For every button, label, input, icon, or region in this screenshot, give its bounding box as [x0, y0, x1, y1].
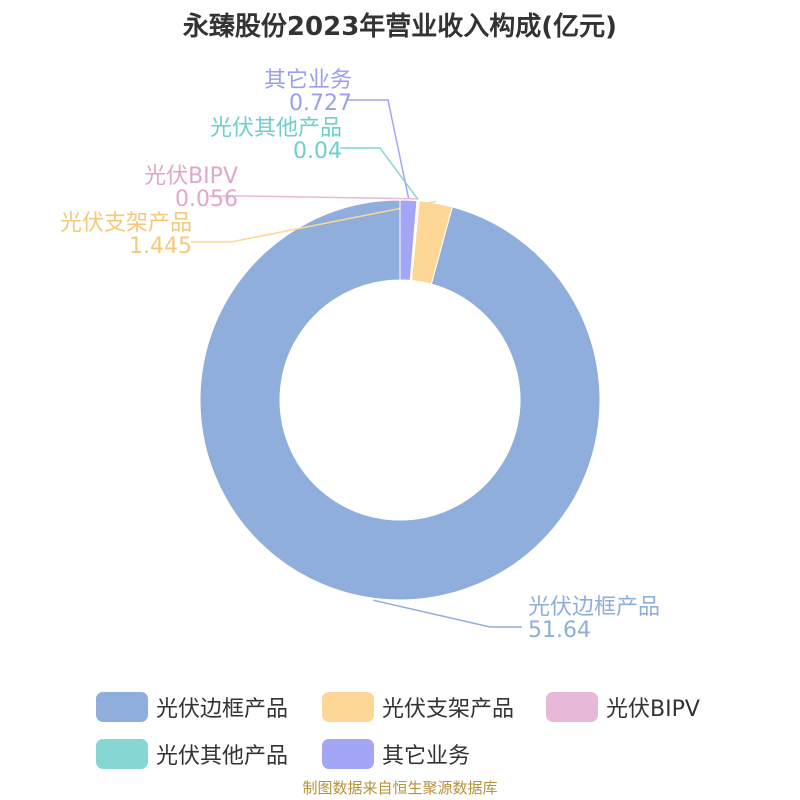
legend-swatch [322, 739, 374, 769]
legend-label: 其它业务 [382, 744, 471, 769]
slice-label-光伏BIPV: 光伏BIPV [144, 164, 238, 189]
legend-label: 光伏支架产品 [382, 697, 515, 722]
legend-item-光伏边框产品[interactable]: 光伏边框产品 [96, 690, 288, 724]
slice-value-其它业务: 0.727 [289, 91, 352, 116]
slice-其它业务 [399, 199, 418, 281]
legend-label: 光伏边框产品 [156, 697, 289, 722]
source-note: 制图数据来自恒生聚源数据库 [302, 779, 498, 797]
slice-光伏边框产品 [199, 199, 601, 601]
leader-line-光伏边框产品 [373, 599, 522, 628]
legend-item-光伏支架产品[interactable]: 光伏支架产品 [322, 690, 514, 724]
leader-line-光伏支架产品 [191, 200, 437, 243]
leader-line-光伏其他产品 [340, 147, 419, 200]
legend-swatch [96, 739, 148, 769]
slice-value-光伏其他产品: 0.04 [293, 139, 342, 164]
legend-label: 光伏BIPV [606, 697, 700, 722]
legend-item-其它业务[interactable]: 其它业务 [322, 737, 470, 771]
leader-line-其它业务 [348, 99, 410, 199]
slice-value-光伏BIPV: 0.056 [175, 187, 238, 212]
leader-line-光伏BIPV [209, 195, 419, 200]
slice-value-光伏边框产品: 51.64 [528, 618, 591, 643]
legend-item-光伏BIPV[interactable]: 光伏BIPV [546, 690, 700, 724]
slice-label-其它业务: 其它业务 [264, 68, 352, 93]
slice-label-光伏支架产品: 光伏支架产品 [60, 211, 192, 236]
legend-swatch [546, 692, 598, 722]
chart-title: 永臻股份2023年营业收入构成(亿元) [182, 12, 618, 42]
legend-item-光伏其他产品[interactable]: 光伏其他产品 [96, 737, 288, 771]
slice-value-光伏支架产品: 1.445 [129, 234, 192, 259]
legend-label: 光伏其他产品 [156, 744, 289, 769]
slice-label-光伏边框产品: 光伏边框产品 [528, 595, 660, 620]
legend-swatch [322, 692, 374, 722]
legend-swatch [96, 692, 148, 722]
slice-label-光伏其他产品: 光伏其他产品 [210, 116, 342, 141]
